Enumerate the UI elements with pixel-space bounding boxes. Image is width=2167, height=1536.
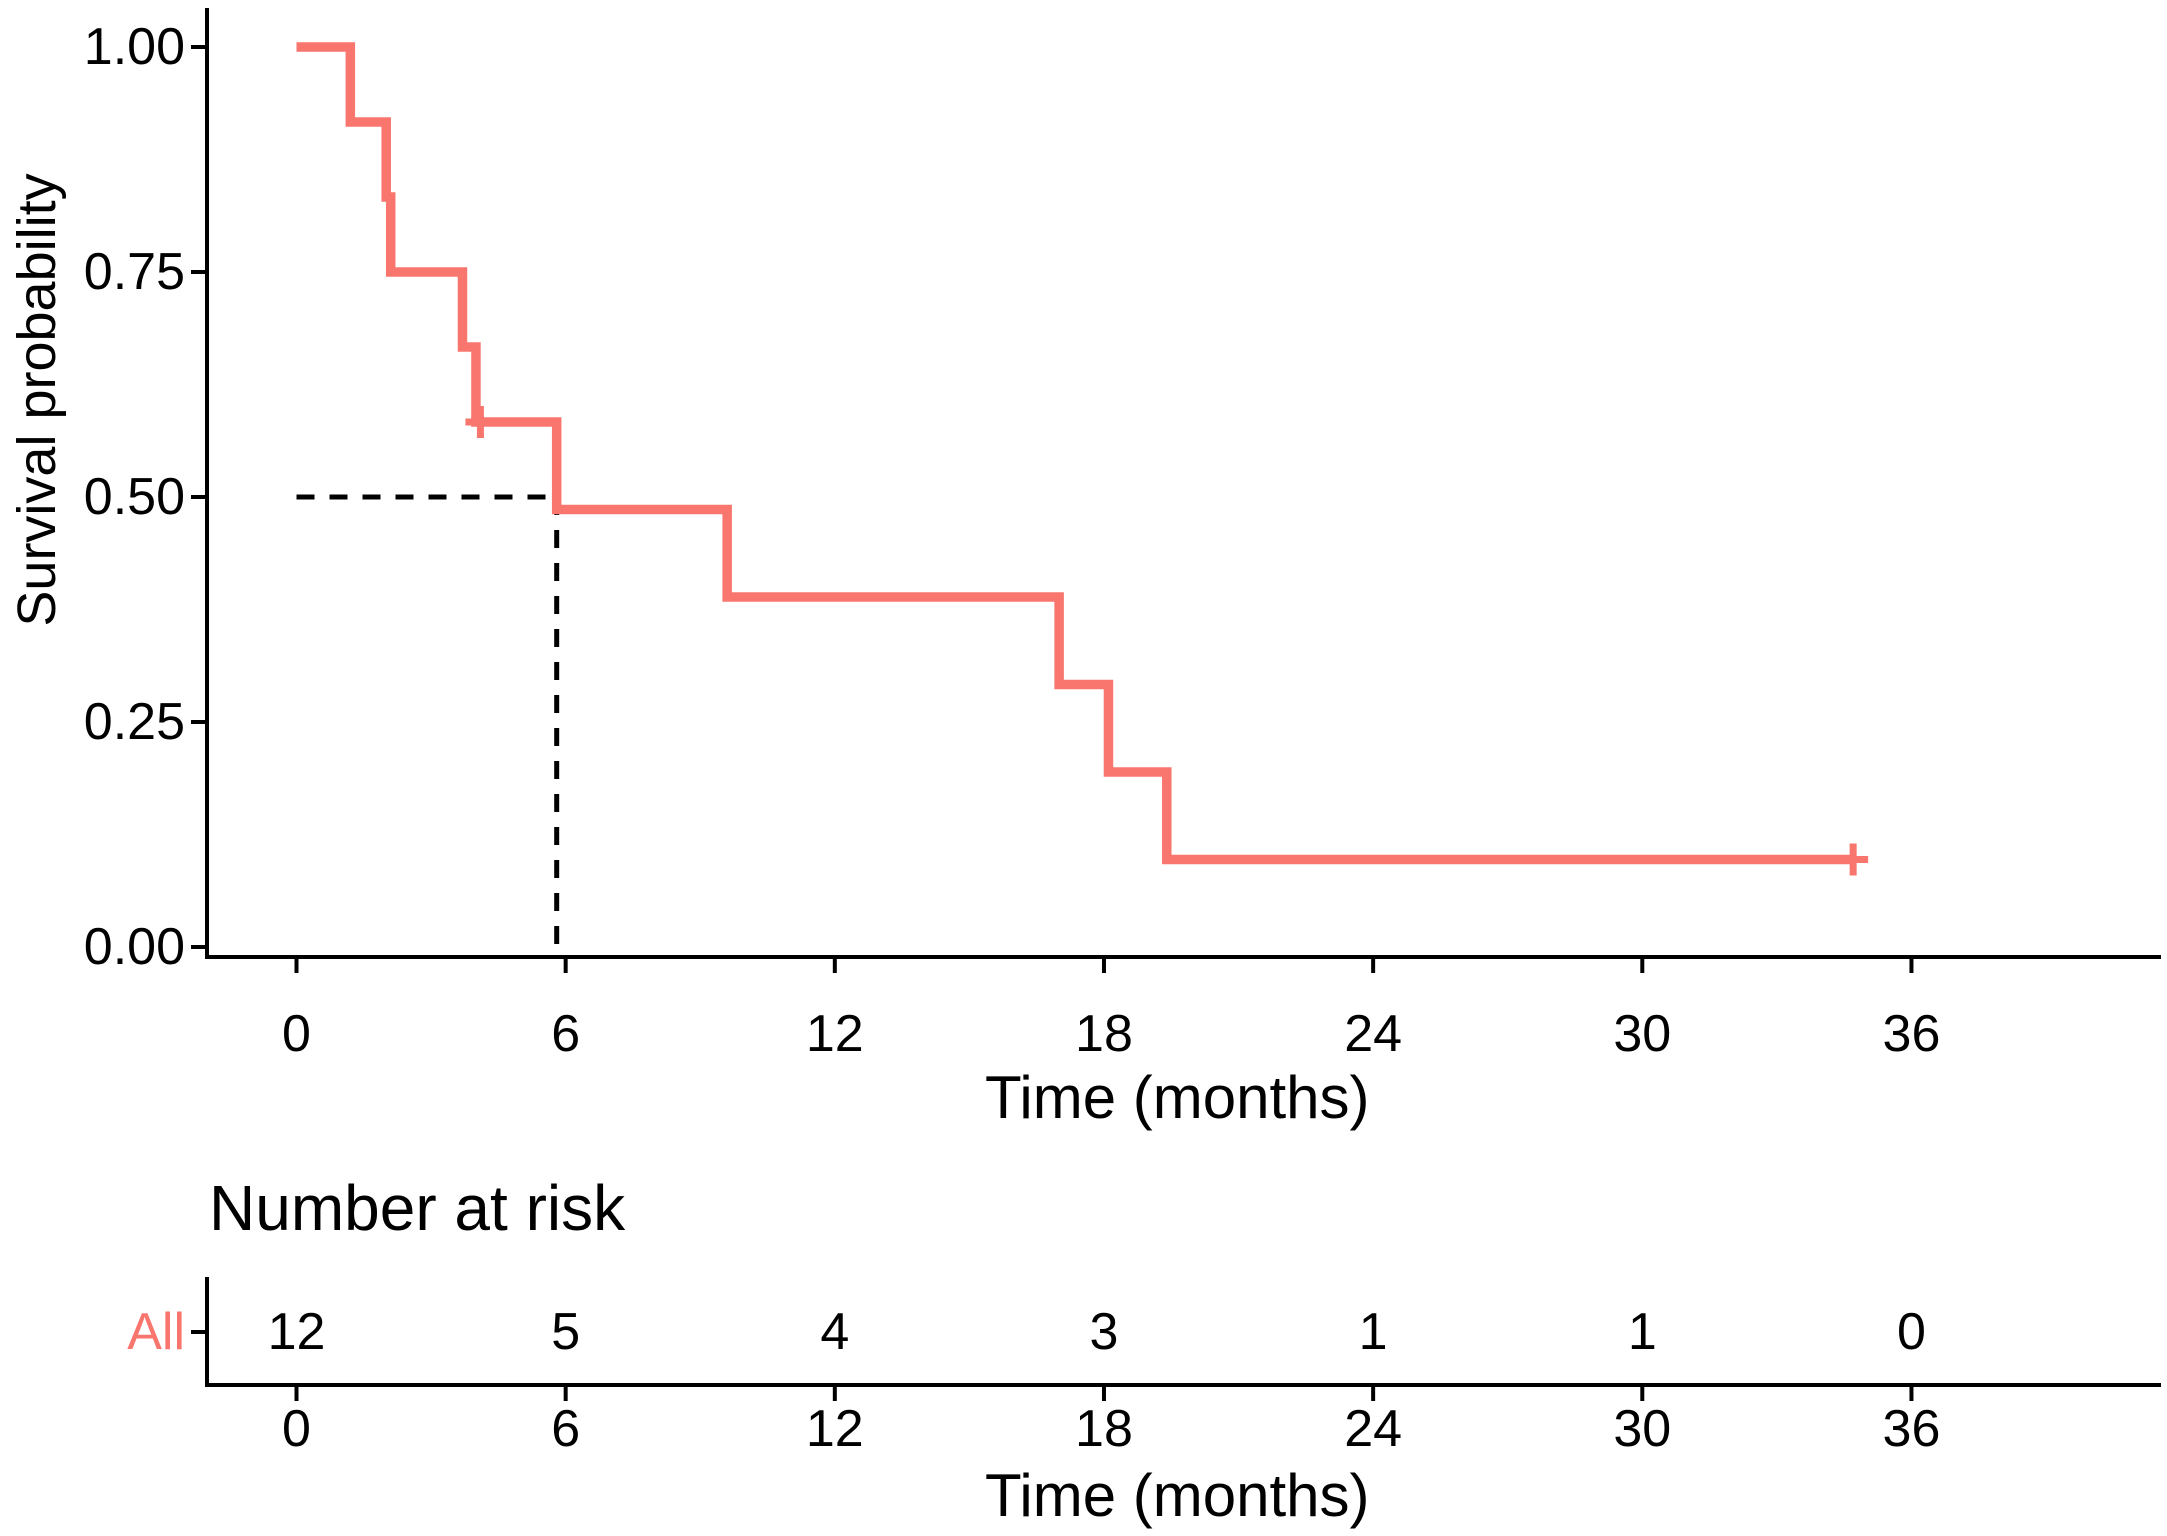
risk-group-label: All: [127, 1303, 185, 1361]
y-tick-label: 0.75: [83, 243, 185, 301]
y-tick-label: 0.25: [83, 693, 185, 751]
x-tick-label: 12: [805, 1005, 864, 1063]
y-axis-title: Survival probability: [7, 173, 67, 627]
risk-count: 12: [267, 1303, 326, 1361]
risk-count: 0: [1896, 1303, 1926, 1361]
risk-x-tick-label: 24: [1344, 1400, 1403, 1458]
risk-x-tick-label: 0: [282, 1400, 311, 1458]
y-tick-label: 1.00: [83, 18, 185, 76]
x-tick-label: 0: [282, 1005, 311, 1063]
risk-x-tick-label: 18: [1075, 1400, 1133, 1458]
risk-count: 5: [551, 1303, 581, 1361]
x-tick-label: 6: [551, 1005, 581, 1063]
risk-x-tick-label: 36: [1882, 1400, 1941, 1458]
risk-count: 1: [1627, 1303, 1657, 1361]
km-curve-all: [296, 42, 1854, 865]
x-tick-label: 30: [1613, 1005, 1672, 1063]
risk-count: 3: [1089, 1303, 1119, 1361]
x-tick-label: 24: [1344, 1005, 1403, 1063]
risk-x-tick-label: 6: [551, 1400, 581, 1458]
x-tick-label: 18: [1075, 1005, 1133, 1063]
risk-count: 1: [1358, 1303, 1388, 1361]
risk-x-tick-label: 30: [1613, 1400, 1672, 1458]
y-tick-label: 0.50: [83, 468, 185, 526]
y-tick-label: 0.00: [83, 918, 185, 976]
risk-x-axis-title: Time (months): [985, 1462, 1370, 1529]
x-axis-title: Time (months): [985, 1064, 1370, 1131]
risk-count: 4: [820, 1303, 850, 1361]
risk-table-title: Number at risk: [209, 1172, 626, 1244]
risk-x-tick-label: 12: [805, 1400, 864, 1458]
x-tick-label: 36: [1882, 1005, 1941, 1063]
